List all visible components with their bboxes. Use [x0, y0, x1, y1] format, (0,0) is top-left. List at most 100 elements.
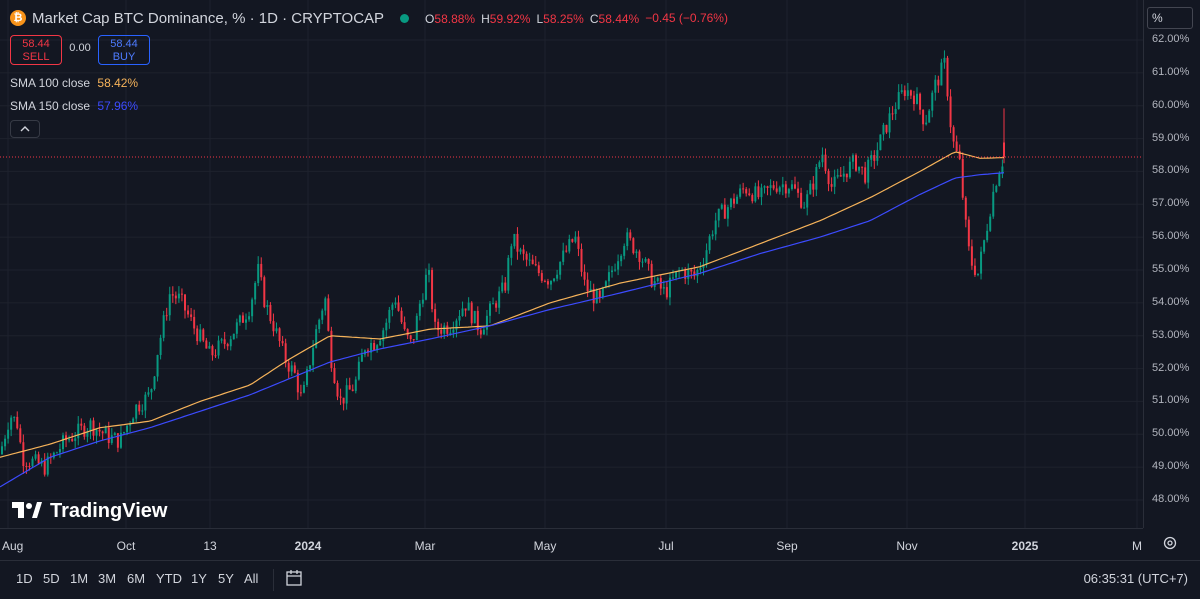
date-range-icon[interactable]	[284, 568, 304, 588]
candle	[49, 453, 52, 464]
candle-body	[424, 274, 427, 300]
candle	[964, 196, 967, 228]
range-button-6m[interactable]: 6M	[127, 571, 146, 586]
range-button-ytd[interactable]: YTD	[156, 571, 182, 586]
price-scale-label: 57.00%	[1152, 197, 1190, 210]
tradingview-watermark[interactable]: TradingView	[12, 498, 167, 524]
candle-body	[626, 232, 629, 247]
clock-timezone[interactable]: 06:35:31 (UTC+7)	[1083, 571, 1188, 586]
candle	[507, 255, 510, 294]
settings-icon[interactable]	[1162, 535, 1178, 551]
chart-pane[interactable]	[0, 0, 1143, 528]
candle-body	[397, 302, 400, 311]
indicator-sma100[interactable]: SMA 100 close 58.42%	[10, 76, 138, 90]
scale-unit-button[interactable]: %	[1147, 7, 1193, 29]
candle-body	[687, 269, 690, 279]
candle-body	[543, 280, 546, 282]
symbol-title[interactable]: Market Cap BTC Dominance, % · 1D · CRYPT…	[32, 9, 385, 27]
sell-button[interactable]: 58.44 SELL	[10, 35, 62, 65]
candle	[559, 261, 562, 280]
indicator-sma150[interactable]: SMA 150 close 57.96%	[10, 99, 138, 113]
candle-body	[177, 293, 180, 299]
candle-body	[745, 189, 748, 194]
candle-body	[723, 204, 726, 219]
candle	[266, 300, 269, 315]
candle-body	[312, 348, 315, 366]
candle	[629, 229, 632, 241]
candle	[119, 425, 122, 449]
candle	[293, 362, 296, 374]
range-button-3m[interactable]: 3M	[98, 571, 117, 586]
candle	[992, 183, 995, 219]
candle	[37, 451, 40, 465]
candle-body	[98, 429, 101, 432]
range-button-1m[interactable]: 1M	[70, 571, 89, 586]
candle	[589, 280, 592, 292]
candle	[595, 288, 598, 304]
range-button-1y[interactable]: 1Y	[191, 571, 207, 586]
price-change: −0.45 (−0.76%)	[645, 11, 728, 25]
collapse-legend-button[interactable]	[10, 120, 40, 138]
candle-body	[485, 315, 488, 330]
candle	[168, 286, 171, 321]
candle	[360, 348, 363, 362]
candle	[421, 293, 424, 308]
candle-body	[449, 332, 452, 334]
candle	[498, 286, 501, 315]
price-scale[interactable]	[1143, 0, 1200, 528]
market-status-icon[interactable]	[400, 13, 410, 23]
candle-body	[528, 259, 531, 261]
candle-body	[562, 250, 565, 262]
candle-body	[217, 340, 220, 356]
candle-body	[440, 330, 443, 334]
candlestick-chart[interactable]	[0, 0, 1143, 528]
candle-body	[113, 433, 116, 436]
candle-body	[284, 343, 287, 363]
range-button-1d[interactable]: 1D	[16, 571, 33, 586]
candle	[223, 331, 226, 349]
candle-body	[717, 208, 720, 221]
candle-body	[937, 79, 940, 86]
candle-body	[748, 193, 751, 196]
candle-body	[906, 90, 909, 96]
candle	[424, 268, 427, 301]
time-scale-label: Aug	[2, 539, 24, 553]
candle	[949, 89, 952, 134]
candle	[842, 166, 845, 183]
candle	[345, 378, 348, 410]
candle	[711, 230, 714, 240]
candle-body	[138, 404, 141, 412]
candle-body	[174, 295, 177, 299]
candle	[781, 176, 784, 196]
candle-body	[601, 287, 604, 298]
candle-body	[159, 337, 162, 355]
price-scale-label: 55.00%	[1152, 263, 1190, 275]
candle	[501, 275, 504, 294]
candle-body	[22, 442, 25, 466]
buy-button[interactable]: 58.44 BUY	[98, 35, 150, 65]
candle	[214, 349, 217, 358]
candle-body	[275, 328, 278, 332]
range-button-5d[interactable]: 5D	[43, 571, 60, 586]
bitcoin-icon[interactable]: ₿	[10, 10, 26, 26]
candle-body	[778, 187, 781, 192]
buy-label: BUY	[112, 51, 136, 63]
time-scale[interactable]: Aug Oct 13 2024 Mar May Jul Sep Nov 2025 M	[0, 528, 1143, 560]
candle-body	[891, 113, 894, 115]
range-button-all[interactable]: All	[244, 571, 259, 586]
sell-price: 58.44	[22, 38, 50, 50]
range-button-5y[interactable]: 5Y	[218, 571, 234, 586]
candle-body	[720, 204, 723, 209]
candle-body	[980, 251, 983, 274]
candle-body	[327, 298, 330, 331]
candle	[485, 310, 488, 336]
candle-body	[885, 124, 888, 133]
candle-body	[223, 339, 226, 345]
candle	[827, 168, 830, 192]
candle	[153, 375, 156, 391]
candle	[135, 403, 138, 422]
candle	[464, 308, 467, 317]
candle	[321, 308, 324, 325]
candle	[354, 376, 357, 394]
candle-body	[269, 304, 272, 322]
